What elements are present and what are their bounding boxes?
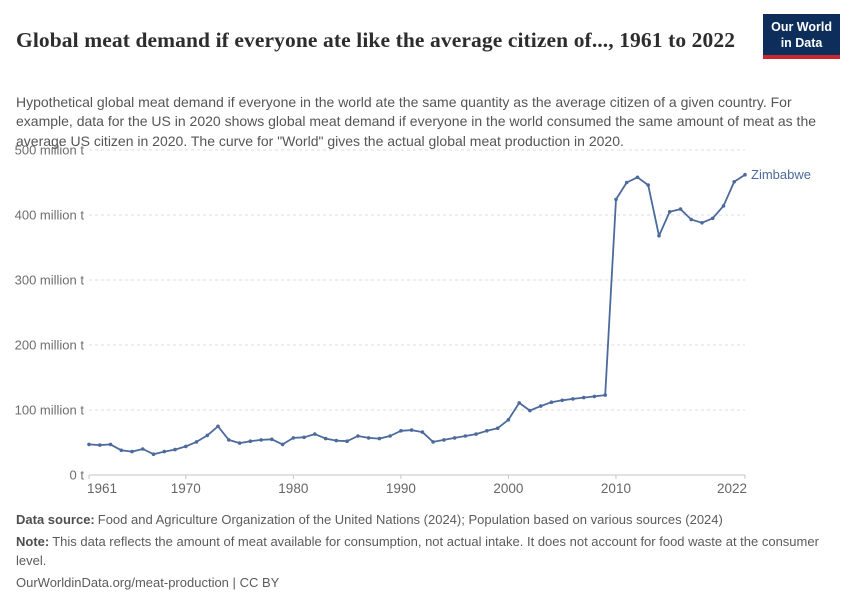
citation-license[interactable]: CC BY bbox=[239, 575, 280, 591]
owid-logo-line2: in Data bbox=[780, 36, 823, 50]
data-point-2007[interactable] bbox=[581, 395, 586, 400]
data-point-1970[interactable] bbox=[184, 444, 188, 449]
note-line: Note: This data reflects the amount of me… bbox=[16, 533, 832, 570]
chart-footer: Data source: Food and Agriculture Organiz… bbox=[16, 511, 832, 597]
data-point-1999[interactable] bbox=[495, 426, 500, 431]
data-point-2008[interactable] bbox=[592, 394, 597, 399]
data-point-2015[interactable] bbox=[667, 210, 672, 214]
note-text: This data reflects the amount of meat av… bbox=[16, 534, 819, 568]
data-point-2009[interactable] bbox=[603, 393, 607, 397]
data-point-1998[interactable] bbox=[485, 429, 489, 433]
data-source-line: Data source: Food and Agriculture Organiz… bbox=[16, 511, 832, 529]
data-source-label: Data source: bbox=[16, 512, 95, 527]
data-point-1991[interactable] bbox=[409, 428, 414, 432]
data-point-2010[interactable] bbox=[614, 197, 618, 202]
data-point-2002[interactable] bbox=[528, 408, 532, 413]
data-point-1973[interactable] bbox=[216, 424, 220, 429]
data-point-2022[interactable] bbox=[743, 172, 747, 177]
data-point-1982[interactable] bbox=[313, 432, 317, 436]
data-point-1975[interactable] bbox=[237, 441, 242, 445]
y-axis-label-100: 100 million t bbox=[15, 403, 85, 418]
owid-logo-line1: Our World bbox=[771, 20, 832, 34]
data-point-1967[interactable] bbox=[151, 452, 156, 457]
data-point-1969[interactable] bbox=[173, 447, 177, 452]
data-point-1988[interactable] bbox=[377, 436, 382, 441]
data-point-1985[interactable] bbox=[345, 439, 349, 444]
data-point-1961[interactable] bbox=[87, 442, 91, 447]
data-point-1962[interactable] bbox=[98, 443, 102, 447]
data-point-1996[interactable] bbox=[463, 434, 468, 438]
data-point-1977[interactable] bbox=[259, 438, 263, 442]
data-point-2001[interactable] bbox=[517, 401, 521, 405]
data-point-1965[interactable] bbox=[130, 449, 134, 454]
data-point-1986[interactable] bbox=[356, 434, 360, 438]
data-point-2019[interactable] bbox=[710, 216, 715, 221]
data-point-1964[interactable] bbox=[119, 448, 124, 453]
data-source-text: Food and Agriculture Organization of the… bbox=[97, 512, 723, 527]
data-point-2017[interactable] bbox=[689, 217, 693, 222]
data-point-2020[interactable] bbox=[721, 204, 726, 208]
data-point-2012[interactable] bbox=[635, 175, 640, 180]
data-point-1994[interactable] bbox=[442, 438, 446, 442]
data-point-1972[interactable] bbox=[205, 433, 210, 438]
owid-logo: Our World in Data bbox=[763, 14, 840, 59]
data-point-1976[interactable] bbox=[248, 439, 253, 444]
x-axis-label-1990: 1990 bbox=[386, 481, 416, 496]
x-axis-label-1970: 1970 bbox=[171, 481, 201, 496]
data-point-2011[interactable] bbox=[624, 180, 629, 185]
y-axis-label-300: 300 million t bbox=[15, 273, 85, 288]
data-point-1966[interactable] bbox=[141, 447, 145, 451]
data-point-2016[interactable] bbox=[678, 207, 683, 211]
y-axis-label-400: 400 million t bbox=[15, 208, 85, 223]
data-point-2005[interactable] bbox=[560, 398, 564, 403]
x-axis-label-2010: 2010 bbox=[601, 481, 631, 496]
x-axis-label-2022: 2022 bbox=[717, 481, 747, 496]
data-point-1987[interactable] bbox=[366, 436, 371, 440]
data-point-1974[interactable] bbox=[227, 438, 231, 442]
data-point-1978[interactable] bbox=[270, 437, 274, 442]
data-point-2014[interactable] bbox=[657, 234, 661, 238]
data-point-2006[interactable] bbox=[571, 397, 575, 401]
data-point-2000[interactable] bbox=[506, 418, 511, 422]
data-point-1979[interactable] bbox=[280, 442, 285, 447]
data-point-1968[interactable] bbox=[162, 449, 167, 454]
data-point-2018[interactable] bbox=[700, 221, 704, 225]
data-point-1983[interactable] bbox=[323, 436, 328, 441]
citation-line: OurWorldinData.org/meat-production | CC … bbox=[16, 574, 832, 592]
data-point-2021[interactable] bbox=[732, 180, 736, 184]
data-point-1997[interactable] bbox=[474, 432, 478, 436]
chart-title: Global meat demand if everyone ate like … bbox=[16, 28, 736, 53]
data-point-1993[interactable] bbox=[431, 440, 435, 444]
citation-divider: | bbox=[232, 575, 236, 591]
data-point-1995[interactable] bbox=[452, 436, 457, 440]
data-point-1981[interactable] bbox=[302, 435, 306, 440]
note-label: Note: bbox=[16, 534, 50, 550]
data-point-1990[interactable] bbox=[399, 429, 403, 433]
x-axis-label-2000: 2000 bbox=[493, 481, 523, 496]
data-point-1980[interactable] bbox=[291, 436, 296, 440]
y-axis-label-500: 500 million t bbox=[15, 143, 85, 158]
data-point-1992[interactable] bbox=[420, 430, 425, 434]
data-point-2003[interactable] bbox=[538, 404, 543, 408]
chart-subtitle: Hypothetical global meat demand if every… bbox=[16, 94, 817, 149]
data-point-2013[interactable] bbox=[646, 183, 650, 187]
citation-url-link[interactable]: OurWorldinData.org/meat-production bbox=[16, 575, 229, 591]
x-axis-label-1961: 1961 bbox=[87, 481, 117, 496]
series-line-zimbabwe bbox=[88, 173, 746, 456]
data-point-1989[interactable] bbox=[388, 434, 392, 438]
y-axis-label-200: 200 million t bbox=[15, 338, 85, 353]
data-point-1984[interactable] bbox=[334, 438, 339, 443]
data-point-2004[interactable] bbox=[549, 400, 554, 405]
entity-label-zimbabwe[interactable]: Zimbabwe bbox=[751, 167, 811, 182]
y-axis-label-0: 0 t bbox=[70, 468, 85, 483]
data-point-1971[interactable] bbox=[194, 440, 199, 444]
data-point-1963[interactable] bbox=[108, 442, 113, 447]
x-axis-label-1980: 1980 bbox=[278, 481, 308, 496]
line-chart: 0 t 100 million t 200 million t 300 million… bbox=[15, 143, 811, 497]
